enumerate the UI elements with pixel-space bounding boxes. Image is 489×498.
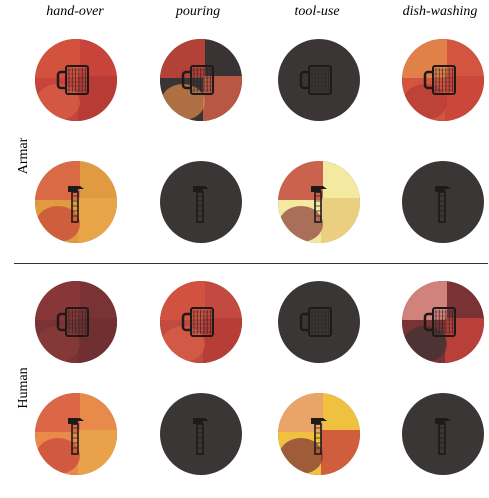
heatmap-cell-human-mug-dish-washing	[401, 280, 485, 364]
heatmap-cell-armar-hammer-tool-use	[277, 160, 361, 244]
heatmap-cell-human-mug-hand-over	[34, 280, 118, 364]
column-header-tool-use: tool-use	[262, 4, 372, 20]
row-label-armar: Armar	[16, 136, 32, 176]
column-header-pouring: pouring	[143, 4, 253, 20]
heatmap-cell-armar-hammer-pouring	[159, 160, 243, 244]
row-label-human: Human	[16, 366, 32, 410]
heatmap-cell-human-hammer-hand-over	[34, 392, 118, 476]
heatmap-cell-human-mug-pouring	[159, 280, 243, 364]
heatmap-cell-human-hammer-dish-washing	[401, 392, 485, 476]
column-header-hand-over: hand-over	[20, 4, 130, 20]
heatmap-cell-human-hammer-pouring	[159, 392, 243, 476]
group-divider	[14, 263, 488, 264]
heatmap-cell-armar-hammer-hand-over	[34, 160, 118, 244]
heatmap-cell-armar-mug-hand-over	[34, 38, 118, 122]
heatmap-cell-human-mug-tool-use	[277, 280, 361, 364]
heatmap-cell-armar-hammer-dish-washing	[401, 160, 485, 244]
heatmap-cell-human-hammer-tool-use	[277, 392, 361, 476]
heatmap-cell-armar-mug-pouring	[159, 38, 243, 122]
column-header-dish-washing: dish-washing	[385, 4, 489, 20]
heatmap-cell-armar-mug-dish-washing	[401, 38, 485, 122]
heatmap-cell-armar-mug-tool-use	[277, 38, 361, 122]
